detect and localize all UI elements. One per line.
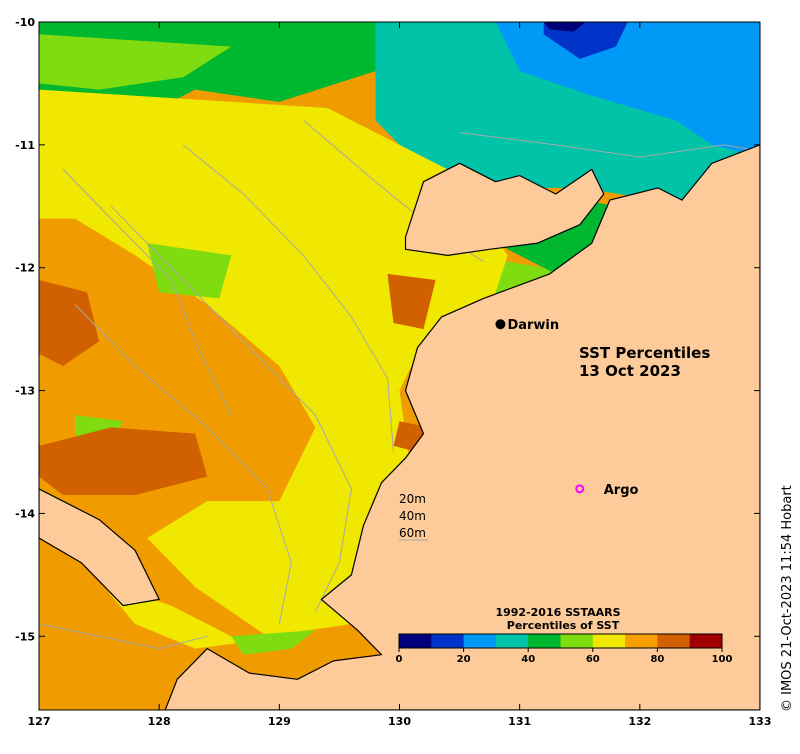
colorbar-segment <box>657 634 691 648</box>
land-polygon-0 <box>404 162 605 256</box>
sst-patch-11 <box>147 243 232 299</box>
y-tick-label: -13 <box>15 385 35 398</box>
depth-legend-60m: 60m <box>399 526 426 540</box>
x-tick-label: 132 <box>628 715 651 728</box>
axis-ticks: 127 128 129 130 131 132 133 -10 -11 -12 -13 -14 -15 <box>15 16 771 728</box>
sst-patch-1 <box>39 34 232 90</box>
x-tick-label: 128 <box>148 715 171 728</box>
map-title-line2: 13 Oct 2023 <box>579 362 681 380</box>
depth-contour-5 <box>39 623 208 650</box>
colorbar-segment <box>592 634 626 648</box>
colorbar-segment <box>689 634 723 648</box>
colorbar: 1992-2016 SSTAARS Percentiles of SST 0 20… <box>396 606 733 665</box>
sst-patch-13 <box>231 630 316 655</box>
depth-contour-4 <box>459 132 760 158</box>
colorbar-tick-label: 40 <box>521 654 535 665</box>
x-tick-label: 133 <box>749 715 772 728</box>
colorbar-tick-label: 80 <box>650 654 664 665</box>
depth-contour-6 <box>62 169 232 416</box>
colorbar-segment <box>560 634 594 648</box>
depth-legend-40m: 40m <box>399 509 426 523</box>
x-tick-label: 129 <box>268 715 291 728</box>
colorbar-tick-label: 60 <box>586 654 600 665</box>
sst-patch-3 <box>495 22 760 158</box>
depth-legend-20m: 20m <box>399 492 426 506</box>
y-tick-label: -15 <box>15 630 35 643</box>
colorbar-segment <box>399 634 432 648</box>
depth-contour-0 <box>110 205 352 612</box>
depth-contours <box>39 119 760 650</box>
colorbar-segments <box>399 634 723 648</box>
colorbar-frame <box>398 633 723 649</box>
depth-contour-1 <box>74 304 292 625</box>
darwin-marker-icon <box>495 319 506 330</box>
y-tick-label: -11 <box>15 139 35 152</box>
y-tick-label: -14 <box>15 507 35 520</box>
sst-patch-14 <box>39 427 208 495</box>
colorbar-segment <box>625 634 658 648</box>
darwin-label: Darwin <box>507 318 559 333</box>
imos-credit: © IMOS 21-Oct-2023 11:54 Hobart <box>780 485 795 712</box>
sst-patch-9 <box>147 390 412 637</box>
y-tick-label: -12 <box>15 262 35 275</box>
depth-contour-2 <box>182 144 394 453</box>
sst-patch-15 <box>39 280 100 366</box>
x-tick-label: 127 <box>28 715 51 728</box>
colorbar-tick-label: 0 <box>396 654 403 665</box>
sst-patch-8 <box>39 89 508 428</box>
map-title-line1: SST Percentiles <box>579 344 710 362</box>
sst-patch-5 <box>543 22 586 32</box>
colorbar-segment <box>528 634 561 648</box>
x-tick-label: 131 <box>508 715 531 728</box>
y-tick-label: -10 <box>15 16 35 29</box>
land-polygon-1 <box>164 144 760 710</box>
land-mass <box>39 144 760 710</box>
sst-patch-4 <box>543 22 628 59</box>
colorbar-segment <box>463 634 497 648</box>
colorbar-segment <box>495 634 529 648</box>
colorbar-title-line1: 1992-2016 SSTAARS <box>495 606 620 619</box>
colorbar-tick-label: 100 <box>712 654 733 665</box>
colorbar-title-line2: Percentiles of SST <box>507 619 620 632</box>
depth-legend: 20m 40m 60m <box>399 492 428 541</box>
sst-patch-16 <box>387 273 436 330</box>
argo-label: Argo <box>604 483 639 498</box>
argo-float-marker-icon <box>575 484 585 494</box>
x-tick-label: 130 <box>388 715 411 728</box>
colorbar-tick-label: 20 <box>457 654 471 665</box>
colorbar-segment <box>431 634 465 648</box>
land-polygon-2 <box>39 488 160 607</box>
colorbar-ticks: 0 20 40 60 80 100 <box>396 648 733 665</box>
